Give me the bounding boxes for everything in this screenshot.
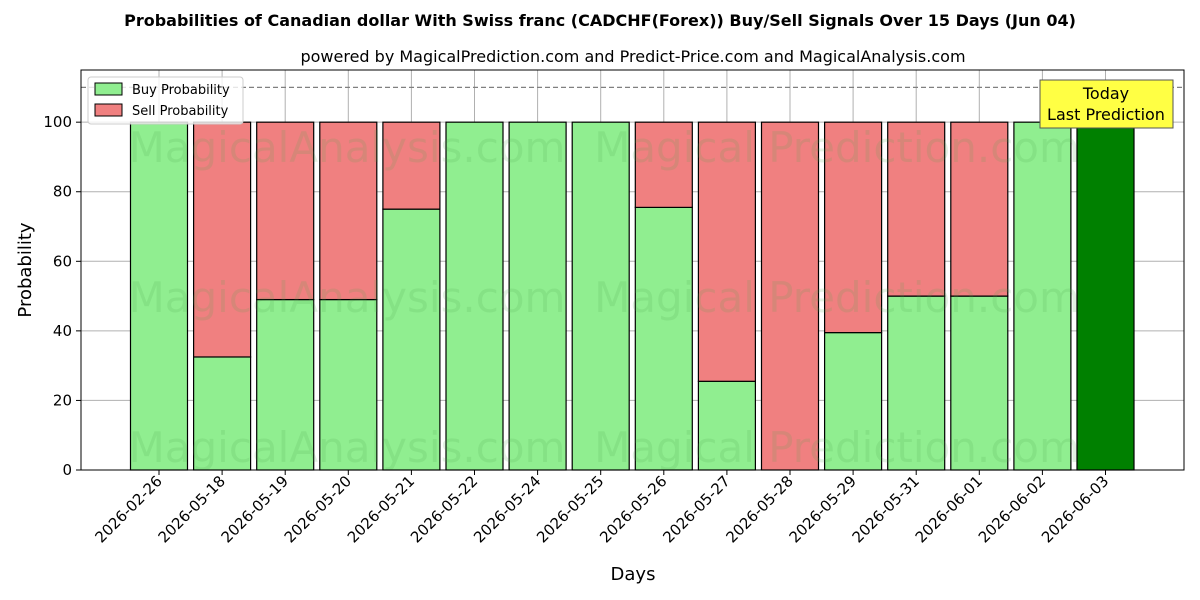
annotation-line-1: Today (1082, 84, 1129, 103)
watermark-text: MagicalAnalysis.com (129, 273, 566, 322)
legend-label-buy: Buy Probability (132, 83, 230, 98)
x-tick-label: 2026-05-29 (786, 472, 860, 546)
x-tick-label: 2026-05-25 (533, 472, 607, 546)
y-tick-label: 60 (53, 252, 72, 270)
legend-box (87, 76, 244, 125)
x-tick-label: 2026-05-24 (470, 472, 544, 546)
y-tick-label: 80 (53, 183, 72, 201)
bar-sell-2026-05-26 (634, 121, 693, 208)
bar-sell-2026-05-18 (193, 121, 252, 358)
bar-buy-2026-05-27 (697, 380, 757, 471)
y-axis-label: Probability (15, 222, 36, 317)
x-tick-label: 2026-05-21 (344, 472, 418, 546)
x-tick-label: 2026-06-01 (912, 472, 986, 546)
x-tick-label: 2026-05-28 (722, 472, 796, 546)
legend-swatch-sell (94, 103, 123, 117)
bar-buy-2026-05-20 (319, 298, 378, 471)
legend: Buy Probability Sell Probability (87, 76, 244, 125)
watermark-layer: MagicalAnalysis.com Magical Prediction.co… (129, 123, 1080, 472)
plot-frame (80, 69, 1185, 471)
x-tick-label: 2026-05-31 (849, 472, 923, 546)
bar-buy-2026-05-22 (445, 121, 504, 471)
bar-buy-2026-05-26 (634, 206, 693, 471)
chart-title: Probabilities of Canadian dollar With Sw… (124, 11, 1076, 30)
y-tick-label: 0 (62, 461, 72, 479)
bar-buy-2026-06-01 (950, 295, 1009, 471)
y-axis-ticks: 0 20 40 60 80 100 (43, 113, 81, 479)
legend-label-sell: Sell Probability (132, 104, 229, 119)
x-tick-label: 2026-05-18 (155, 472, 229, 546)
chart-subtitle: powered by MagicalPrediction.com and Pre… (300, 47, 965, 66)
bar-sell-2026-05-27 (697, 121, 757, 382)
x-tick-label: 2026-02-26 (91, 472, 165, 546)
today-annotation: Today Last Prediction (1039, 79, 1174, 129)
bar-buy-2026-05-25 (571, 121, 630, 471)
x-tick-label: 2026-05-22 (407, 472, 481, 546)
x-axis-ticks: 2026-02-262026-05-182026-05-192026-05-20… (91, 470, 1112, 546)
bar-sell-2026-05-31 (887, 121, 946, 297)
bar-buy-2026-05-31 (887, 295, 946, 471)
x-tick-label: 2026-06-03 (1038, 472, 1112, 546)
watermark-text: MagicalAnalysis.com (129, 123, 566, 172)
watermark-text: MagicalAnalysis.com (129, 423, 566, 472)
x-tick-label: 2026-05-20 (281, 472, 355, 546)
bar-sell-2026-05-20 (319, 121, 378, 301)
y-tick-label: 20 (53, 391, 72, 409)
watermark-text: Magical Prediction.com (594, 423, 1080, 472)
bar-sell-2026-05-29 (823, 121, 883, 334)
x-tick-label: 2026-06-02 (975, 472, 1049, 546)
bar-sell-2026-06-01 (950, 121, 1009, 297)
x-tick-label: 2026-05-27 (659, 472, 733, 546)
bar-buy-2026-05-24 (508, 121, 567, 471)
bar-sell-2026-05-21 (382, 121, 441, 210)
y-tick-label: 40 (53, 322, 72, 340)
y-tick-label: 100 (43, 113, 72, 131)
annotation-line-2: Last Prediction (1047, 105, 1165, 124)
legend-swatch-buy (94, 82, 123, 96)
x-tick-label: 2026-05-19 (218, 472, 292, 546)
annotation-box (1039, 79, 1174, 129)
x-tick-label: 2026-05-26 (596, 472, 670, 546)
bars (129, 121, 1135, 471)
bar-sell-2026-05-28 (760, 121, 820, 471)
bar-sell-2026-05-19 (256, 121, 315, 301)
watermark-text: Magical Prediction.com (594, 273, 1080, 322)
bar-buy-2026-06-03 (1076, 121, 1135, 471)
bar-buy-2026-05-29 (823, 332, 883, 471)
x-axis-label: Days (611, 564, 656, 585)
bar-buy-2026-06-02 (1013, 121, 1072, 471)
watermark-text: Magical Prediction.com (594, 123, 1080, 172)
